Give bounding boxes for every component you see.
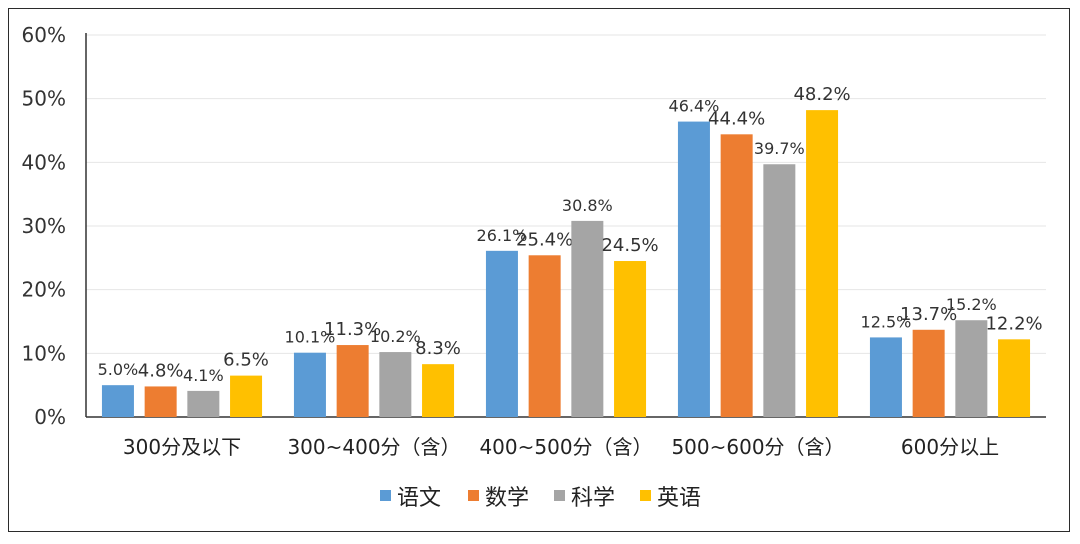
bar-语文 [485, 250, 518, 417]
data-label: 15.2% [946, 295, 997, 314]
bar-语文 [677, 121, 710, 417]
bar-科学 [763, 164, 796, 417]
bar-数学 [528, 255, 561, 417]
data-label: 10.2% [370, 327, 421, 346]
bar-数学 [912, 329, 945, 417]
legend-label: 英语 [657, 486, 701, 511]
bar-科学 [187, 390, 220, 417]
bar-科学 [379, 352, 412, 417]
legend-label: 语文 [397, 486, 441, 511]
data-label: 8.3% [415, 338, 461, 359]
data-label: 46.4% [669, 97, 720, 116]
bar-数学 [144, 386, 177, 417]
y-tick-label: 50% [22, 87, 66, 111]
y-tick-label: 10% [22, 341, 66, 365]
y-tick-label: 20% [22, 278, 66, 302]
data-label: 25.4% [516, 229, 573, 250]
data-label: 39.7% [754, 139, 805, 158]
legend-swatch [554, 490, 565, 501]
data-label: 12.5% [861, 312, 912, 331]
x-tick-label: 300分及以下 [123, 435, 241, 459]
legend-label: 数学 [485, 486, 529, 511]
legend-swatch [468, 490, 479, 501]
y-tick-label: 30% [22, 214, 66, 238]
bar-科学 [955, 320, 988, 417]
legend-swatch [640, 490, 651, 501]
x-tick-label: 300~400分（含） [287, 435, 460, 459]
x-tick-label: 600分以上 [901, 435, 999, 459]
data-label: 6.5% [223, 350, 269, 371]
data-label: 30.8% [562, 196, 613, 215]
bar-英语 [614, 261, 647, 417]
bar-科学 [571, 220, 604, 417]
bar-英语 [998, 339, 1031, 417]
data-label: 4.8% [138, 360, 184, 381]
data-label: 13.7% [900, 304, 957, 325]
x-tick-label: 500~600分（含） [671, 435, 844, 459]
data-label: 24.5% [601, 235, 658, 256]
bar-英语 [422, 364, 455, 417]
bar-英语 [230, 375, 263, 417]
legend-swatch [380, 490, 391, 501]
data-label: 4.1% [183, 366, 224, 385]
data-label: 26.1% [477, 226, 528, 245]
y-tick-label: 0% [34, 405, 66, 429]
bar-语文 [293, 352, 326, 417]
x-tick-label: 400~500分（含） [479, 435, 652, 459]
bar-英语 [806, 110, 839, 418]
bar-数学 [720, 134, 753, 417]
y-tick-label: 40% [22, 150, 66, 174]
data-label: 11.3% [324, 319, 381, 340]
legend-label: 科学 [571, 486, 615, 511]
data-label: 44.4% [708, 108, 765, 129]
bar-语文 [101, 385, 134, 417]
bar-语文 [869, 337, 902, 417]
data-label: 12.2% [985, 313, 1042, 334]
data-label: 48.2% [793, 84, 850, 105]
data-label: 5.0% [98, 360, 139, 379]
y-tick-label: 60% [22, 23, 66, 47]
data-label: 10.1% [285, 328, 336, 347]
bar-数学 [336, 345, 369, 417]
